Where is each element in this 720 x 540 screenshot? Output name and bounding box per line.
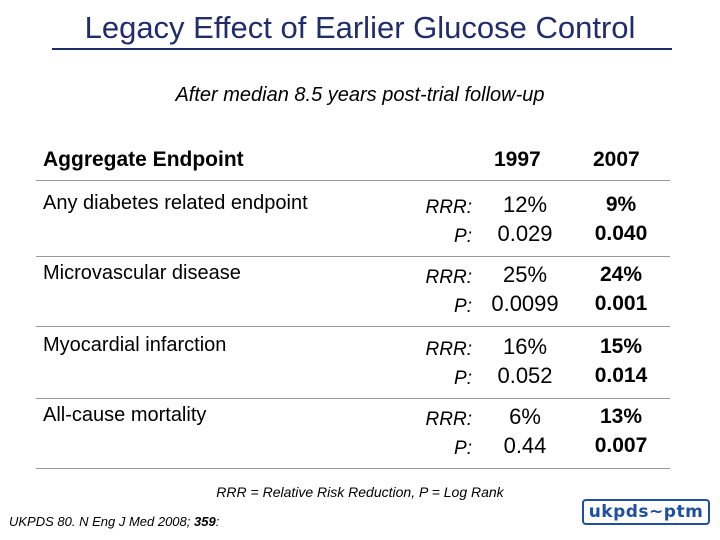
p-2007-value: 0.040 [594, 222, 648, 245]
endpoint-name: Any diabetes related endpoint [43, 192, 308, 214]
citation-volume: 359 [193, 514, 216, 529]
table-row-myocardial-infarction: Myocardial infarction RRR: P: 16% 0.052 … [0, 334, 720, 404]
ukpds-logo: ukpds~ptm [582, 499, 710, 525]
row-divider [36, 398, 670, 399]
p-label: P: [454, 438, 472, 459]
header-1997: 1997 [494, 148, 541, 171]
slide-subtitle: After median 8.5 years post-trial follow… [175, 84, 545, 106]
p-label: P: [454, 296, 472, 317]
citation-text: UKPDS 80. N Eng J Med 2008; [9, 514, 194, 529]
rrr-1997-value: 6% [509, 404, 541, 429]
p-1997-value: 0.44 [503, 433, 547, 458]
endpoint-name: Microvascular disease [43, 262, 241, 284]
p-2007-value: 0.001 [594, 292, 648, 315]
p-1997-value: 0.0099 [491, 291, 559, 316]
rrr-1997-value: 12% [502, 192, 548, 217]
title-underline [52, 48, 672, 50]
endpoint-name: Myocardial infarction [43, 334, 227, 356]
header-divider [36, 180, 670, 181]
table-row-microvascular: Microvascular disease RRR: P: 25% 0.0099… [0, 262, 720, 332]
row-divider [36, 256, 670, 257]
rrr-1997-value: 25% [502, 262, 548, 287]
p-2007-value: 0.014 [594, 364, 648, 387]
rrr-2007-value: 15% [599, 335, 643, 358]
slide-title: Legacy Effect of Earlier Glucose Control [84, 10, 636, 45]
header-aggregate-endpoint: Aggregate Endpoint [43, 148, 244, 171]
rrr-2007-value: 24% [599, 263, 643, 286]
p-2007-value: 0.007 [594, 434, 648, 457]
endpoint-name: All-cause mortality [43, 404, 207, 426]
citation: UKPDS 80. N Eng J Med 2008; 359: [9, 514, 219, 529]
header-2007: 2007 [593, 148, 640, 171]
row-divider [36, 326, 670, 327]
rrr-label: RRR: [425, 267, 472, 288]
rrr-2007-value: 13% [599, 405, 643, 428]
p-1997-value: 0.052 [497, 363, 553, 388]
rrr-label: RRR: [425, 339, 472, 360]
p-label: P: [454, 368, 472, 389]
rrr-1997-value: 16% [502, 334, 548, 359]
table-row-all-cause-mortality: All-cause mortality RRR: P: 6% 0.44 13% … [0, 404, 720, 474]
rrr-label: RRR: [425, 409, 472, 430]
rrr-label: RRR: [425, 197, 472, 218]
p-label: P: [454, 226, 472, 247]
p-1997-value: 0.029 [497, 221, 553, 246]
table-row-any-diabetes: Any diabetes related endpoint RRR: P: 12… [0, 192, 720, 262]
rrr-2007-value: 9% [605, 193, 637, 216]
row-divider [36, 468, 670, 469]
citation-end: : [215, 514, 220, 529]
footnote: RRR = Relative Risk Reduction, P = Log R… [216, 484, 504, 500]
